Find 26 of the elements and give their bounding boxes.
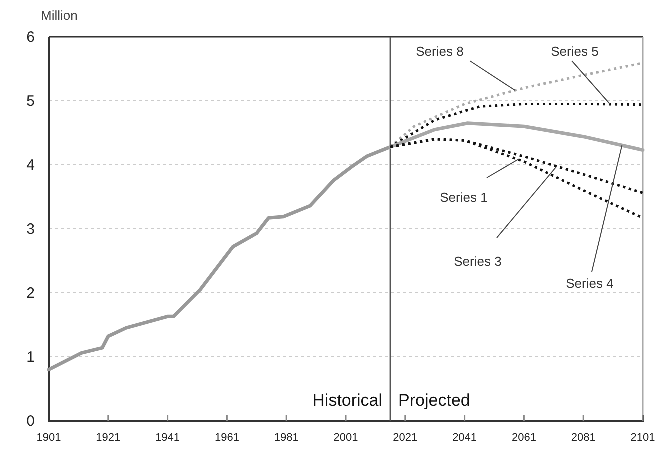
- text: Series 8: [416, 44, 464, 59]
- y-tick-label: 4: [26, 156, 35, 174]
- y-tick-label: 6: [26, 28, 35, 46]
- text: Series 5: [551, 44, 599, 59]
- annotation: Historical: [312, 391, 383, 410]
- x-tick-label: 1981: [274, 432, 299, 444]
- text: Series 4: [566, 276, 614, 291]
- y-tick-label: 0: [26, 412, 35, 430]
- x-tick-label: 1941: [156, 432, 180, 444]
- x-tick-label: 2001: [334, 432, 358, 444]
- annotation: Projected: [398, 391, 470, 410]
- x-tick-label: 1961: [214, 432, 240, 444]
- x-tick-label: 2041: [452, 432, 478, 444]
- text: Series 3: [454, 254, 502, 269]
- text: Series 1: [440, 190, 488, 205]
- y-axis-title: Million: [41, 8, 78, 23]
- y-tick-label: 5: [26, 92, 35, 110]
- y-tick-label: 3: [26, 220, 35, 238]
- x-tick-label: 2061: [512, 432, 536, 444]
- x-tick-label: 2021: [393, 432, 418, 444]
- y-tick-label: 2: [26, 284, 35, 302]
- x-tick-label: 1921: [96, 432, 121, 444]
- x-tick-label: 2101: [630, 432, 656, 444]
- x-tick-label: 1901: [36, 432, 62, 444]
- y-tick-label: 1: [26, 348, 35, 366]
- x-tick-label: 2081: [571, 432, 596, 444]
